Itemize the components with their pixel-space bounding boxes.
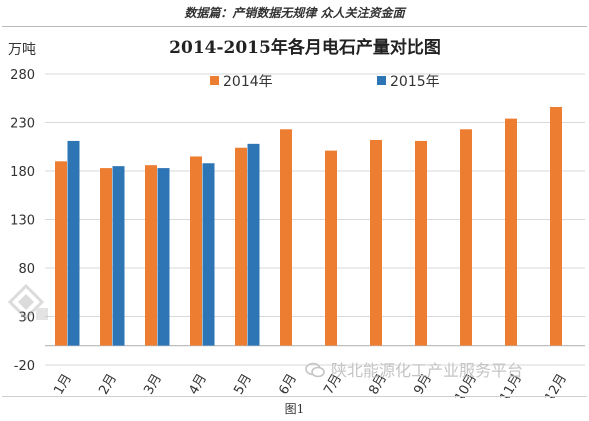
y-tick-label: 180 [10,165,35,180]
legend-label: 2015年 [390,74,440,90]
bar-2015年-1月 [67,140,80,346]
y-tick-label: 130 [10,214,35,229]
bar-2015年-5月 [247,143,260,346]
bar-2014年-5月 [235,147,247,346]
x-tick-label: 4月 [186,372,210,398]
article-section-header: 数据篇：产销数据无规律 众人关注资金面 [184,6,405,20]
bar-2015年-4月 [202,163,215,346]
bar-2015年-3月 [157,168,170,346]
footer-divider [2,396,587,397]
legend-label: 2014年 [223,74,273,90]
bar-2014年-2月 [100,168,112,346]
y-tick-label: -20 [14,359,35,374]
production-bar-chart: 2014-2015年各月电石产量对比图 万吨 2014年 2015年 -20 30 8… [8,37,585,399]
x-tick-label: 3月 [141,372,165,398]
bar-2014年-9月 [415,140,427,346]
watermark-text: 陕北能源化工产业服务平台 [331,361,524,380]
bar-2014年-10月 [460,129,472,346]
watermark-logo-icon [7,283,48,321]
y-tick-label: 230 [10,117,35,132]
figure-caption: 图1 [284,402,305,416]
x-tick-label: 2月 [96,372,120,398]
bar-2015年-2月 [112,166,125,346]
bar-2014年-11月 [505,118,517,346]
x-tick-label: 1月 [51,372,75,398]
bar-2014年-6月 [280,129,292,346]
wechat-icon [305,362,325,378]
legend-swatch-2015年 [377,76,386,85]
y-axis-unit-label: 万吨 [8,42,36,58]
bar-2014年-12月 [550,106,562,346]
bar-2014年-7月 [325,150,337,346]
gridlines [45,73,585,366]
header-divider [2,26,587,27]
chart-legend: 2014年 2015年 [210,74,440,90]
x-tick-label: 12月 [542,372,570,399]
y-tick-label: 30 [18,311,35,326]
bar-2014年-3月 [145,165,157,346]
y-tick-label: 80 [18,262,35,277]
x-tick-label: 5月 [231,372,255,398]
watermark: 陕北能源化工产业服务平台 [305,357,523,381]
bar-2014年-1月 [55,161,67,346]
bar-2014年-8月 [370,139,382,346]
x-tick-label: 6月 [276,372,300,398]
y-axis-ticks: -20 30 80 130 180 230 280 [10,68,35,374]
chart-title: 2014-2015年各月电石产量对比图 [169,37,441,58]
legend-swatch-2014年 [210,76,219,85]
y-tick-label: 280 [10,68,35,83]
bars [55,106,562,346]
bar-2014年-4月 [190,156,202,346]
